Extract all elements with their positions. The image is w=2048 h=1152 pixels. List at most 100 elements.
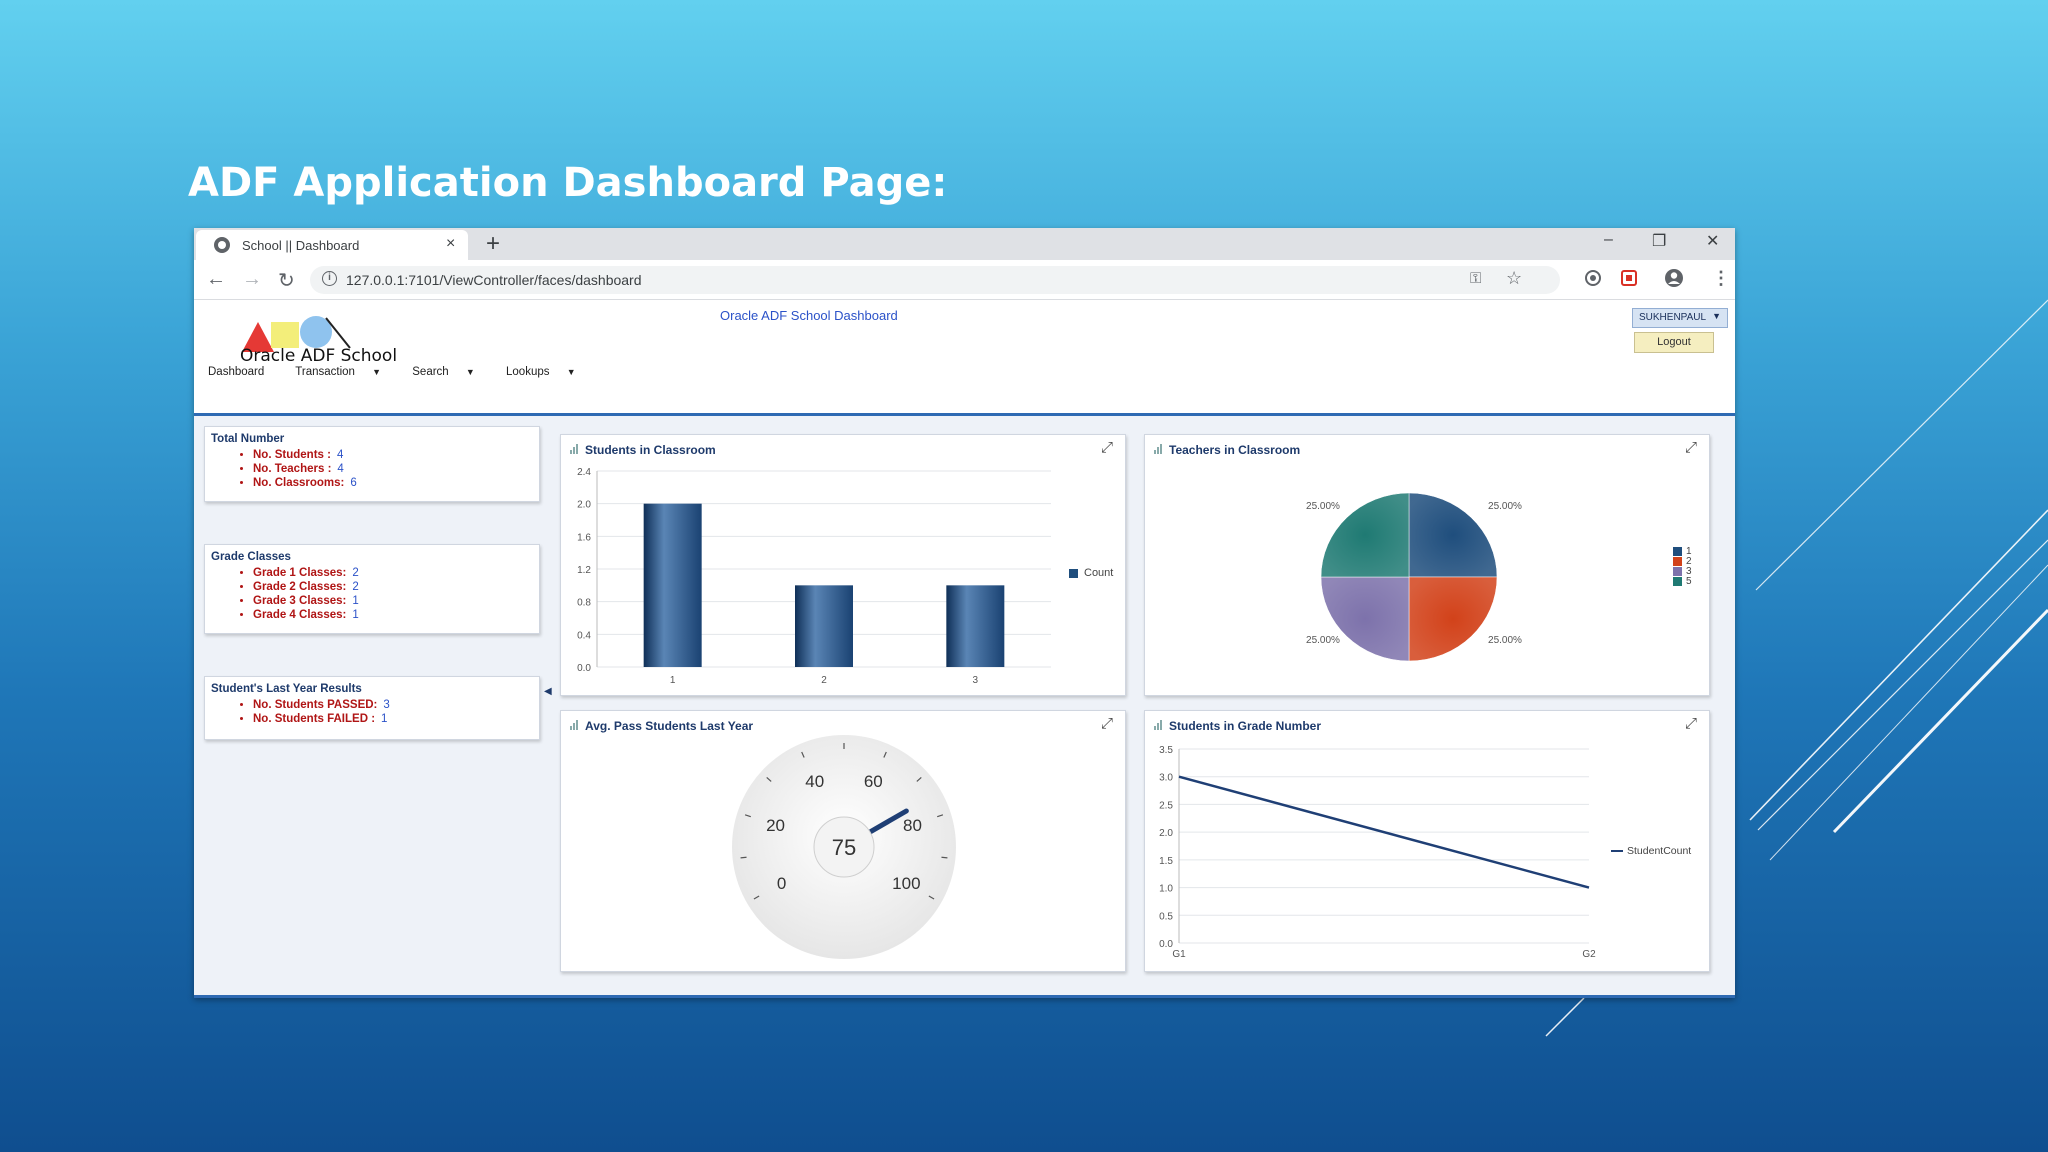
list-item: No. Students PASSED:3 [253,698,539,712]
students-classroom-panel: Students in Classroom ⤢ 0.0 0.4 0.8 1.2 1.6 2… [560,434,1126,696]
pdf-extension-icon[interactable] [1620,269,1638,287]
maximize-icon[interactable]: ⤢ [1101,439,1114,456]
grade-number-chart: 0.0 0.5 1.0 1.5 2.0 2.5 3.0 3.5 G1 G2 [1159,745,1596,960]
close-window-button[interactable]: ✕ [1706,233,1720,250]
grade-number-title: Students in Grade Number [1169,719,1322,733]
back-button[interactable]: ← [206,268,226,290]
students-classroom-title: Students in Classroom [585,443,716,457]
maximize-icon[interactable]: ⤢ [1685,715,1698,732]
reload-button[interactable]: ↻ [278,270,295,292]
y-tick-label: 0.0 [1159,939,1173,950]
pie-legend: 1 2 3 5 [1673,547,1692,588]
url-text: 127.0.0.1:7101/ViewController/faces/dash… [346,272,642,288]
y-tick-label: 0.4 [577,630,591,641]
maximize-icon[interactable]: ⤢ [1101,715,1114,732]
header-divider [194,413,1735,416]
new-tab-button[interactable]: + [486,230,501,257]
menu-search[interactable]: Search ▼ [412,366,475,378]
chart-icon [570,444,578,454]
teachers-classroom-title: Teachers in Classroom [1169,443,1301,457]
gauge-tick [753,895,760,900]
total-number-list: No. Students :4 No. Teachers :4 No. Clas… [253,448,539,490]
y-tick-label: 0.8 [577,598,591,609]
gauge-hub [813,816,875,878]
caret-down-icon: ▼ [465,367,475,377]
list-item: Grade 4 Classes:1 [253,608,539,622]
gauge-tick [744,814,751,818]
logout-button[interactable]: Logout [1634,332,1714,353]
legend-label: StudentCount [1627,845,1692,857]
total-number-box: Total Number No. Students :4 No. Teacher… [204,426,540,502]
slide-title: ADF Application Dashboard Page: [188,160,948,206]
list-item: No. Classrooms:6 [253,476,539,490]
y-tick-label: 2.4 [577,467,591,478]
footer-divider [194,995,1735,998]
caret-down-icon: ▼ [566,367,576,377]
legend-swatch [1069,568,1078,578]
legend-label: Count [1084,567,1114,579]
extension-icon[interactable] [1584,269,1602,287]
maximize-icon[interactable]: ⤢ [1685,439,1698,456]
last-year-results-heading: Student's Last Year Results [211,683,362,695]
profile-icon[interactable] [1664,268,1684,288]
url-input[interactable]: i 127.0.0.1:7101/ViewController/faces/da… [310,266,1560,294]
legend-item: 1 [1673,547,1692,557]
y-tick-label: 0.5 [1159,911,1173,922]
user-menu-button[interactable]: SUKHENPAUL ▼ [1632,308,1728,328]
minimize-button[interactable]: – [1604,231,1613,248]
gauge-tick-label: 80 [903,816,922,835]
caret-down-icon: ▼ [372,367,382,377]
grade-classes-box: Grade Classes Grade 1 Classes:2 Grade 2 … [204,544,540,634]
gauge-tick [916,776,922,782]
series-line [1178,775,1590,889]
collapse-splitter-icon[interactable]: ◀ [544,686,552,697]
last-year-results-list: No. Students PASSED:3 No. Students FAILE… [253,698,539,726]
globe-icon [214,237,230,253]
restore-button[interactable]: ❐ [1652,233,1667,250]
school-logo-icon [242,316,351,352]
close-tab-icon[interactable]: × [446,235,456,252]
gauge-tick [928,895,935,900]
slice-label: 25.00% [1306,501,1340,512]
menu-dashboard[interactable]: Dashboard [208,366,265,378]
address-bar: ← → ↻ i 127.0.0.1:7101/ViewController/fa… [194,260,1735,300]
tab-bar: School || Dashboard × + – ❐ ✕ [194,228,1735,260]
x-tick-label: 3 [973,675,979,686]
legend-item: 5 [1673,577,1692,587]
info-icon[interactable]: i [322,271,337,286]
grade-classes-list: Grade 1 Classes:2 Grade 2 Classes:2 Grad… [253,566,539,622]
gauge-tick [883,751,887,758]
menu-lookups[interactable]: Lookups ▼ [506,366,576,378]
gauge-tick [801,751,805,758]
chart-icon [1154,720,1162,730]
main-menu: Dashboard Transaction ▼ Search ▼ Lookups… [208,366,604,378]
list-item: No. Students FAILED :1 [253,712,539,726]
dashboard-content: Total Number No. Students :4 No. Teacher… [194,416,1735,998]
app-area: Oracle ADF School Oracle ADF School Dash… [194,300,1735,998]
chart-icon [570,720,578,730]
key-icon[interactable]: ⚿ [1470,270,1482,287]
y-tick-label: 1.5 [1159,856,1173,867]
bar [946,585,1005,667]
forward-button[interactable]: → [242,268,262,290]
x-tick-label: 2 [821,675,827,686]
teachers-classroom-chart: 25.00% 25.00% 25.00% 25.00% [1306,492,1522,662]
gauge-tick-label: 100 [892,874,920,893]
gauge-tick [740,856,747,859]
x-tick-label: G1 [1172,949,1186,960]
y-tick-label: 0.0 [577,663,591,674]
star-icon[interactable]: ☆ [1506,268,1523,288]
menu-dots-icon[interactable]: ⋮ [1712,268,1730,288]
avg-pass-panel: Avg. Pass Students Last Year ⤢ 0 20 40 60 80… [560,710,1126,972]
tab-school-dashboard[interactable]: School || Dashboard × [196,230,468,260]
gauge-tick-label: 0 [777,874,786,893]
menu-transaction[interactable]: Transaction ▼ [295,366,382,378]
app-title: Oracle ADF School Dashboard [720,308,898,323]
bar [795,585,853,667]
bar [643,503,702,667]
chart-icon [1154,444,1162,454]
legend-item: 2 [1673,557,1692,567]
pie-slice [1408,492,1498,578]
pie-slice [1320,492,1410,578]
y-tick-label: 1.0 [1159,884,1173,895]
